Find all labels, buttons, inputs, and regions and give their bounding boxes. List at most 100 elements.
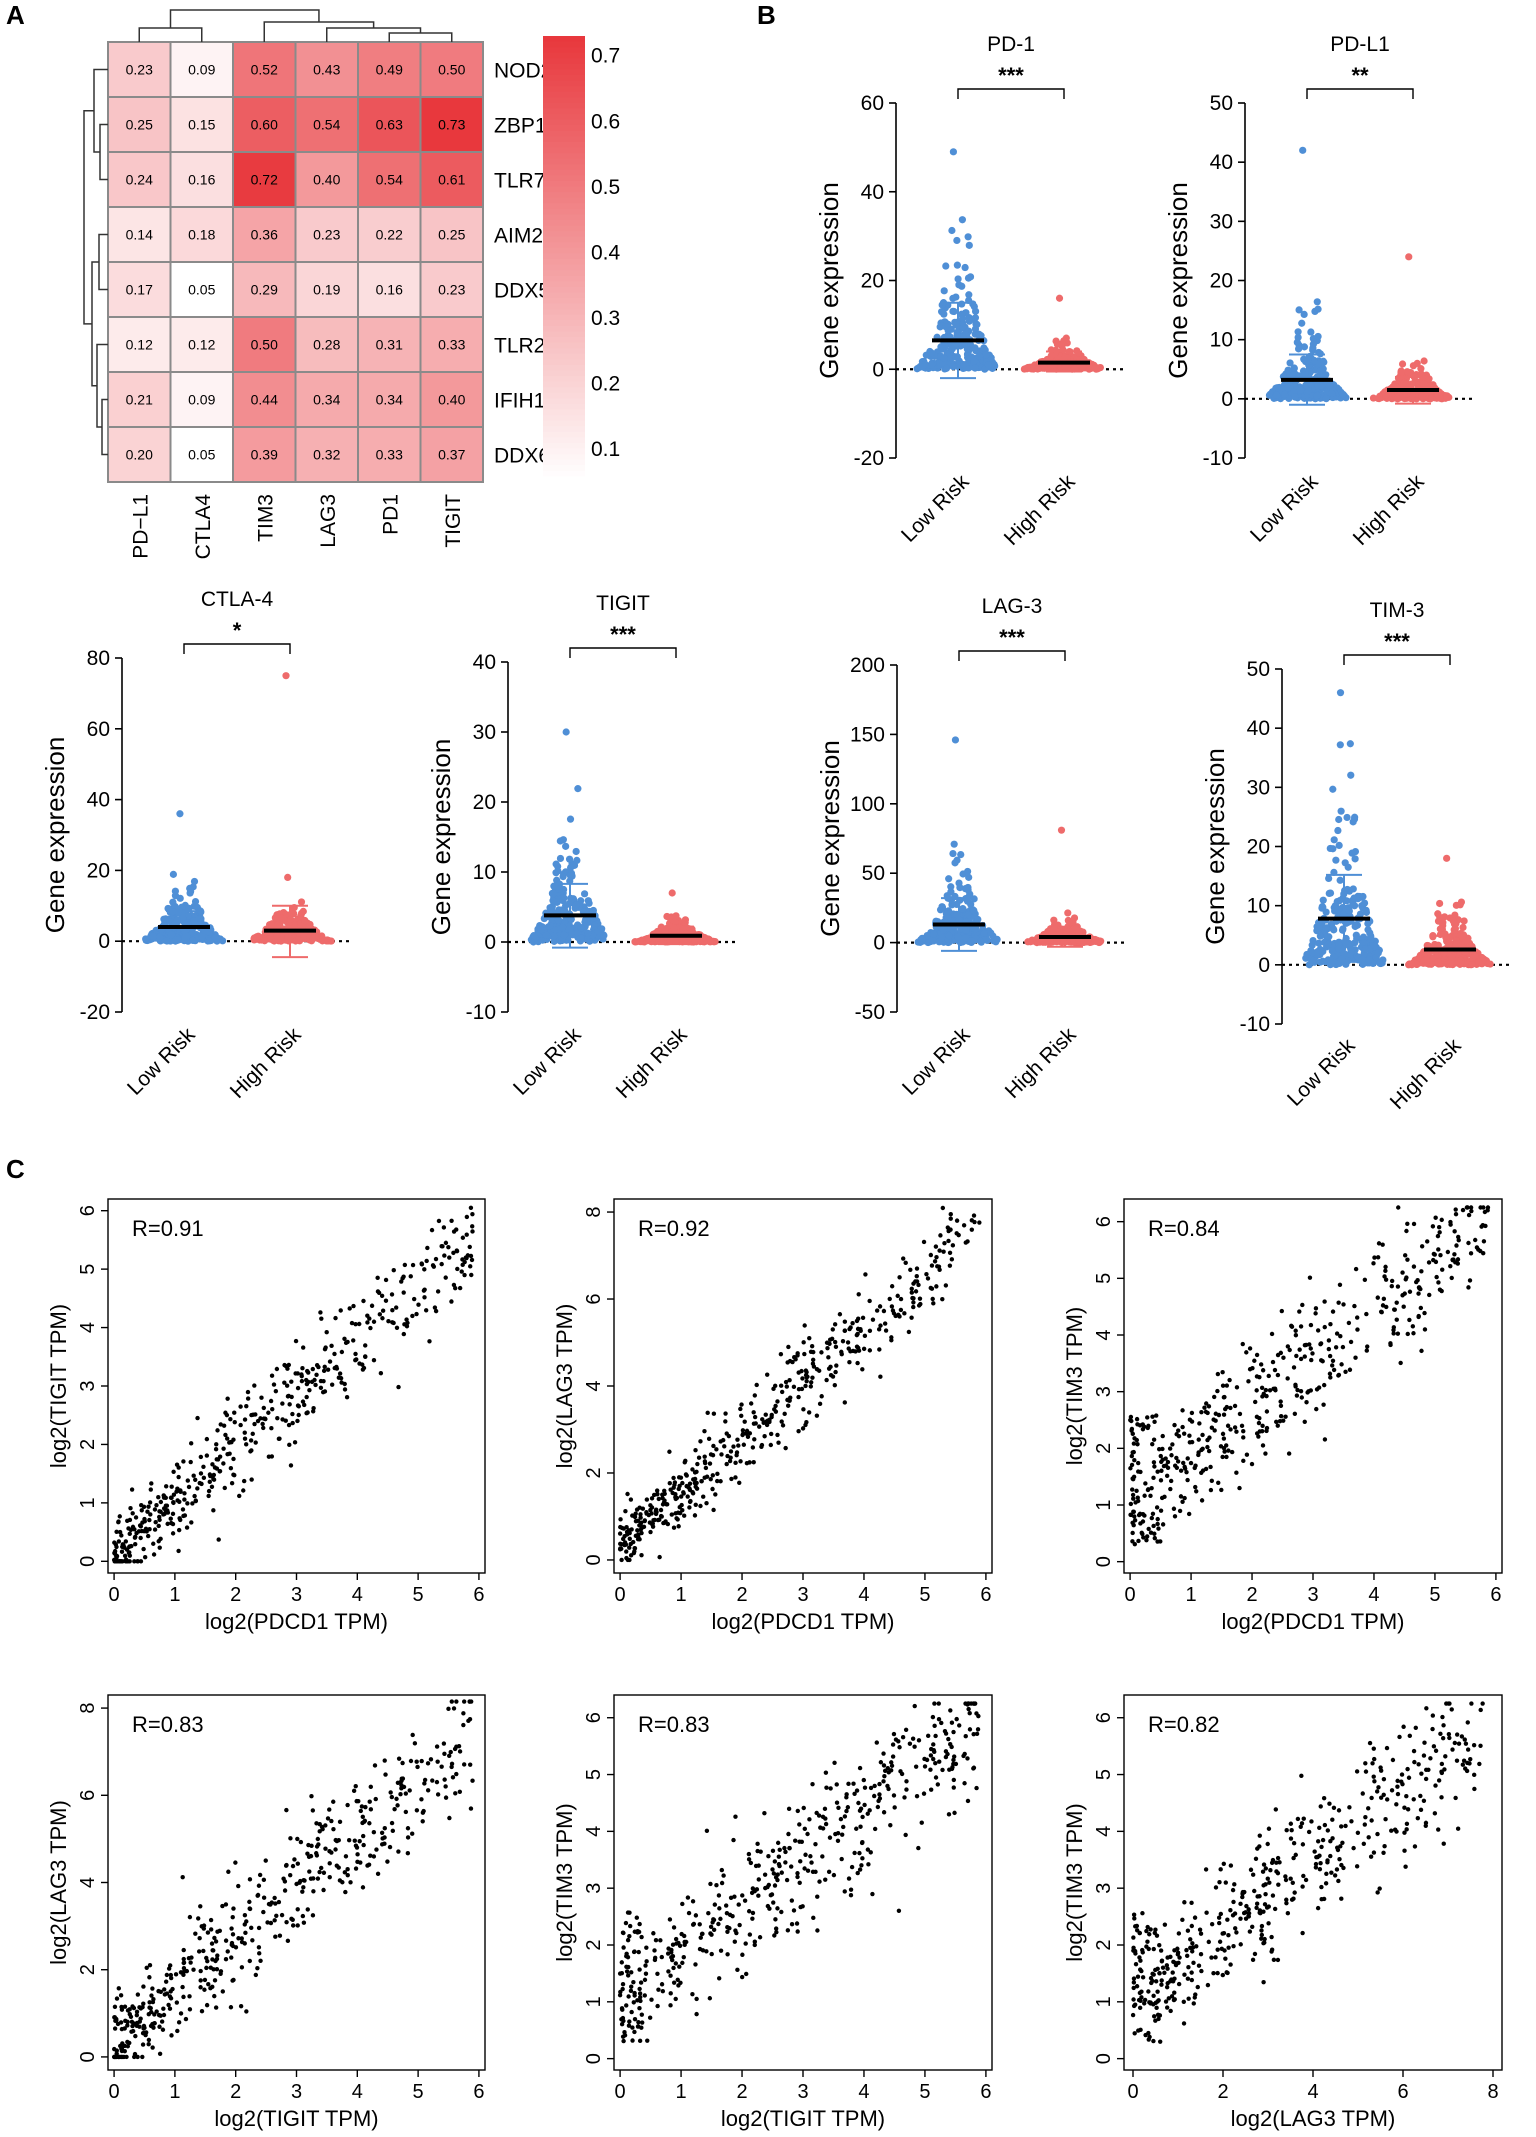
heatmap-cell-value: 0.05 [188,282,215,298]
scatter-point [947,1263,953,1268]
scatter-point [762,1434,767,1439]
chart-title: CTLA-4 [201,588,274,611]
scatter-point [1155,1539,1160,1544]
scatter-point [334,1364,339,1370]
colorbar-segment [543,164,585,171]
chart-title: PD-L1 [1330,33,1390,56]
scatter-point [1391,1331,1396,1336]
heatmap-cell [232,96,297,153]
scatter-point [1383,1268,1388,1274]
scatter-point [778,1351,784,1357]
colorbar-tick-label: 0.5 [591,176,620,199]
scatter-point [1402,1291,1407,1296]
heatmap-column-label: LAG3 [317,494,340,548]
low-risk-point [546,921,554,930]
scatter-point [682,1460,687,1465]
scatter-point [810,1361,816,1366]
scatter-point [901,1256,906,1261]
low-risk-point [1316,932,1324,940]
scatter-point [163,1507,168,1512]
high-risk-point [321,936,329,944]
scatter-point [1285,1376,1290,1381]
low-risk-point [919,363,927,371]
y-tick-label: 4 [583,1380,605,1391]
scatter-point [1416,1291,1421,1296]
scatter-point [446,1244,451,1250]
heatmap-cell [419,316,484,373]
scatter-point [295,1907,300,1912]
scatter-point [1371,1261,1376,1266]
scatter-point [168,1516,173,1521]
y-tick-label: 20 [87,859,110,882]
scatter-point [242,1430,247,1435]
scatter-point [633,1533,639,1539]
high-risk-point [301,916,309,925]
scatter-point [617,1531,623,1536]
colorbar-segment [543,47,585,54]
colorbar-segment [543,197,585,205]
scatter-point [365,1313,370,1318]
scatter-point [201,1464,206,1469]
colorbar-segment [543,359,585,366]
scatter-point [1241,1435,1246,1440]
scatter-point [783,1379,789,1385]
scatter-point [913,1289,919,1294]
scatter-point [253,1412,258,1417]
scatter-point [714,1447,719,1452]
scatter-point [711,1443,716,1449]
scatter-point [122,1553,128,1558]
scatter-point [1304,1400,1309,1405]
scatter-point [1400,1270,1405,1275]
scatter-point [804,1378,809,1384]
high-risk-point [668,889,676,897]
scatter-point [1224,1454,1229,1460]
heatmap-cell-value: 0.39 [251,447,278,463]
scatter-point [217,1454,223,1459]
heatmap-cell [357,316,422,373]
scatter-point [130,1511,135,1516]
scatter-point [1293,1333,1299,1338]
scatter-point [150,2045,155,2050]
heatmap-row-label: TLR7 [494,170,545,193]
low-risk-point [1351,939,1359,947]
scatter-point [361,1298,366,1304]
scatter-point [1216,1412,1222,1418]
low-risk-point [963,345,971,353]
scatter-point [1321,1402,1326,1407]
scatter-point [622,1540,628,1545]
scatter-point [315,1836,321,1842]
high-risk-point [250,934,258,942]
scatter-point [1149,1515,1155,1521]
scatter-point [800,1426,806,1431]
scatter-point [295,1371,300,1376]
scatter-point [809,1343,815,1349]
low-risk-point [560,931,568,939]
scatter-point [147,1517,152,1523]
low-risk-point [1319,365,1327,373]
scatter-point [948,1216,953,1221]
low-risk-point [1325,889,1333,898]
scatter-point [1292,1411,1298,1416]
scatter-point [213,1447,219,1452]
low-risk-point [980,344,988,352]
scatter-point [799,1368,804,1374]
scatter-point [1270,1359,1276,1365]
significance-stars: ** [1351,63,1369,88]
high-risk-point [1434,958,1442,966]
scatter-point [162,1511,167,1517]
row-dendrogram-branch [93,68,108,153]
scatter-point [754,1382,759,1388]
high-risk-point [1453,937,1461,945]
x-tick-label: 3 [291,1584,302,1606]
scatter-point [422,1295,427,1300]
scatter-point [288,1463,294,1468]
scatter-point [1313,1306,1319,1311]
scatter-point [1263,1451,1268,1456]
scatter-point [649,1511,654,1516]
low-risk-point [942,364,951,372]
significance-bracket [183,643,291,654]
scatter-point [669,1512,674,1517]
scatter-point [1221,1436,1227,1441]
scatter-point [228,1417,233,1422]
